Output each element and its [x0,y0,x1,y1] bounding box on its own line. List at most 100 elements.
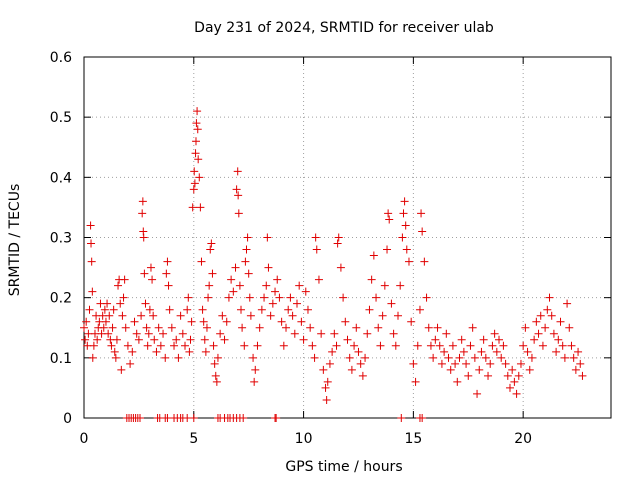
data-point [453,377,462,386]
data-point [334,233,343,242]
data-point [238,323,247,332]
data-point [235,281,244,290]
data-point [308,341,317,350]
data-point [292,299,301,308]
data-point [387,299,396,308]
data-point [321,383,330,392]
data-point [547,311,556,320]
data-point [505,383,514,392]
data-point [251,365,260,374]
data-point [110,347,119,356]
data-point [237,305,246,314]
data-point [198,305,207,314]
data-point [135,414,144,422]
data-point [100,305,109,314]
data-point [242,245,251,254]
data-point [140,269,149,278]
data-point [552,347,561,356]
data-point [186,335,195,344]
data-point [418,414,427,422]
data-point [201,347,210,356]
data-point [234,191,243,200]
data-point [89,341,98,350]
data-point [409,359,418,368]
data-point [288,311,297,320]
data-point [311,233,320,242]
y-axis-label: SRMTID / TECUs [7,184,23,297]
data-point [459,347,468,356]
data-point [211,371,220,380]
data-point [246,311,255,320]
data-point [148,275,157,284]
y-tick-label: 0.4 [50,170,72,186]
data-points [80,107,587,422]
data-point [411,377,420,386]
data-point [297,317,306,326]
data-point [204,293,213,302]
data-point [350,341,359,350]
data-point [339,293,348,302]
data-point [189,185,198,194]
data-point [191,137,200,146]
data-point [141,299,150,308]
data-point [220,335,229,344]
data-point [213,353,222,362]
data-point [88,353,97,362]
data-point [541,323,550,332]
data-point [398,233,407,242]
data-point [523,347,532,356]
data-point [178,329,187,338]
data-point [264,263,273,272]
data-point [241,257,250,266]
data-point [176,311,185,320]
data-point [150,335,159,344]
data-point [121,323,130,332]
data-point [138,209,147,218]
data-point [508,365,517,374]
data-point [193,125,202,134]
data-point [250,377,259,386]
data-point [210,359,219,368]
data-point [284,305,293,314]
data-point [200,335,209,344]
data-point [556,317,565,326]
data-point [376,341,385,350]
data-point [197,257,206,266]
data-point [142,323,151,332]
data-point [415,305,424,314]
data-point [156,341,165,350]
data-point [470,353,479,362]
data-point [257,305,266,314]
data-point [295,281,304,290]
data-point [488,341,497,350]
data-point [536,311,545,320]
data-point [183,305,192,314]
data-point [437,359,446,368]
data-point [152,347,161,356]
data-point [317,329,326,338]
data-point [479,335,488,344]
data-point [207,239,216,248]
data-point [407,317,416,326]
data-point [363,329,372,338]
data-point [279,341,288,350]
data-point [514,371,523,380]
data-point [206,245,215,254]
data-point [380,281,389,290]
data-point [501,359,510,368]
data-point [497,353,506,362]
data-point [400,197,409,206]
data-point [389,329,398,338]
axis-ticks: 0 0.1 0.2 0.3 0.4 0.5 0.6 0 5 10 15 20 [50,50,611,447]
data-point [232,185,241,194]
data-point [114,281,123,290]
data-point [365,305,374,314]
data-point [216,329,225,338]
data-point [303,305,312,314]
data-point [224,293,233,302]
x-tick-label: 15 [404,431,422,447]
x-tick-label: 10 [295,431,313,447]
data-point [222,317,231,326]
data-point [138,197,147,206]
data-point [420,257,429,266]
